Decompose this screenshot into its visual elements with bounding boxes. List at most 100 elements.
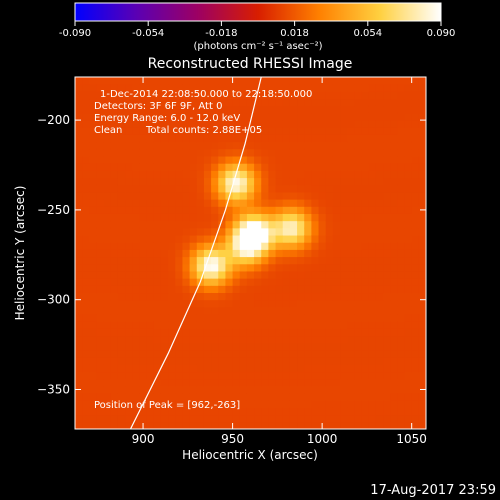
heatmap-cell [203, 292, 212, 301]
heatmap-cell [361, 184, 370, 193]
heatmap-cell [153, 191, 162, 200]
heatmap-cell [297, 163, 305, 171]
heatmap-cell [168, 249, 176, 258]
heatmap-cell [225, 263, 234, 272]
heatmap-cell [196, 364, 205, 373]
heatmap-cell [239, 84, 248, 92]
heatmap-cell [168, 256, 176, 265]
heatmap-cell [383, 127, 391, 135]
heatmap-cell [289, 148, 298, 157]
heatmap-cell [411, 321, 420, 329]
heatmap-cell [232, 249, 241, 258]
heatmap-cell [82, 328, 90, 337]
heatmap-cell [75, 220, 83, 229]
heatmap-cell [347, 170, 355, 179]
heatmap-cell [254, 177, 262, 186]
heatmap-cell [117, 285, 126, 294]
heatmap-cell [275, 414, 284, 423]
heatmap-cell [268, 170, 277, 179]
heatmap-cell [390, 371, 398, 380]
heatmap-cell [275, 91, 284, 100]
heatmap-cell [75, 342, 83, 351]
heatmap-cell [103, 421, 112, 429]
heatmap-cell [375, 84, 384, 92]
heatmap-cell [261, 163, 269, 171]
heatmap-cell [239, 199, 248, 207]
heatmap-cell [383, 328, 391, 337]
heatmap-cell [289, 77, 298, 85]
heatmap-cell [196, 112, 205, 121]
heatmap-cell [117, 342, 126, 351]
heatmap-cell [375, 148, 384, 157]
heatmap-cell [182, 270, 191, 279]
heatmap-cell [182, 328, 191, 337]
heatmap-cell [418, 249, 426, 258]
heatmap-cell [332, 134, 341, 143]
heatmap-cell [239, 292, 248, 301]
heatmap-cell [218, 112, 226, 121]
annotation-total-counts: Total counts: 2.88E+05 [145, 125, 262, 136]
heatmap-cell [340, 156, 348, 164]
heatmap-cell [146, 184, 155, 193]
heatmap-cell [268, 148, 277, 157]
heatmap-cell [397, 414, 406, 423]
heatmap-cell [89, 407, 97, 416]
heatmap-cell [196, 342, 205, 351]
heatmap-cell [354, 285, 363, 294]
heatmap-cell [347, 407, 355, 416]
heatmap-cell [411, 263, 420, 272]
heatmap-cell [404, 170, 413, 179]
heatmap-cell [110, 400, 119, 408]
heatmap-cell [218, 77, 226, 85]
heatmap-cell [182, 84, 191, 92]
heatmap-cell [132, 299, 140, 308]
heatmap-cell [254, 328, 262, 337]
heatmap-cell [75, 156, 83, 164]
heatmap-cell [254, 256, 262, 265]
heatmap-cell [297, 91, 305, 100]
heatmap-cell [282, 407, 291, 416]
heatmap-cell [418, 349, 426, 358]
heatmap-cell [368, 105, 377, 114]
heatmap-cell [418, 170, 426, 179]
heatmap-cell [404, 342, 413, 351]
heatmap-cell [189, 127, 198, 135]
heatmap-cell [354, 349, 363, 358]
heatmap-cell [368, 84, 377, 92]
heatmap-cell [168, 213, 176, 222]
heatmap-cell [82, 242, 90, 250]
heatmap-cell [132, 227, 140, 236]
heatmap-cell [203, 242, 212, 250]
heatmap-cell [103, 278, 112, 286]
heatmap-cell [146, 242, 155, 250]
heatmap-cell [347, 77, 355, 85]
heatmap-cell [268, 105, 277, 114]
heatmap-cell [383, 263, 391, 272]
heatmap-cell [110, 357, 119, 365]
heatmap-cell [318, 321, 327, 329]
heatmap-cell [125, 299, 133, 308]
heatmap-cell [103, 148, 112, 157]
heatmap-cell [182, 242, 191, 250]
heatmap-cell [246, 141, 255, 150]
heatmap-cell [182, 385, 191, 394]
heatmap-cell [203, 421, 212, 429]
heatmap-cell [168, 342, 176, 351]
heatmap-cell [75, 256, 83, 265]
heatmap-cell [182, 278, 191, 286]
heatmap-cell [354, 263, 363, 272]
heatmap-cell [354, 321, 363, 329]
heatmap-image [75, 77, 426, 429]
heatmap-cell [89, 371, 97, 380]
heatmap-cell [318, 98, 327, 107]
heatmap-cell [246, 156, 255, 164]
heatmap-cell [275, 242, 284, 250]
heatmap-cell [397, 299, 406, 308]
heatmap-cell [411, 357, 420, 365]
heatmap-cell [110, 249, 119, 258]
heatmap-cell [304, 163, 312, 171]
heatmap-cell [282, 227, 291, 236]
heatmap-cell [125, 400, 133, 408]
heatmap-cell [132, 163, 140, 171]
heatmap-cell [254, 278, 262, 286]
